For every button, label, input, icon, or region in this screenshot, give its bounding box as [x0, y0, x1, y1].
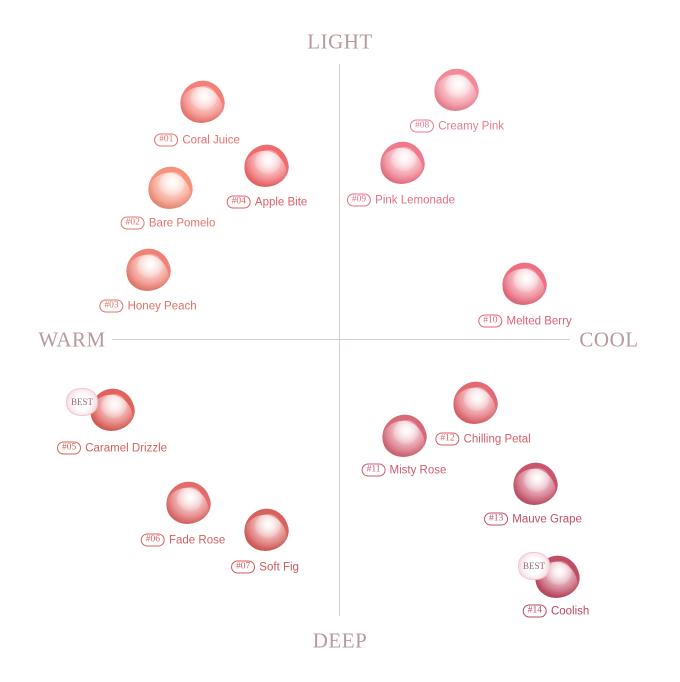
swatch-label: #03 Honey Peach	[99, 299, 197, 313]
shade-number: #03	[99, 299, 124, 313]
color-swatch	[496, 256, 552, 312]
color-swatch	[447, 375, 503, 431]
swatch-label: #06 Fade Rose	[140, 533, 226, 547]
color-swatch	[376, 408, 432, 464]
axis-label-deep: DEEP	[312, 628, 368, 653]
swatch-label: #12 Chilling Petal	[435, 432, 531, 446]
axis-label-light: LIGHT	[307, 29, 373, 54]
shade-number: #04	[226, 195, 251, 209]
axis-label-cool: COOL	[579, 327, 639, 352]
shade-name: Creamy Pink	[438, 120, 505, 132]
horizontal-axis-line	[112, 339, 570, 340]
shade-name: Fade Rose	[168, 534, 226, 546]
shade-name: Caramel Drizzle	[85, 442, 168, 454]
swatch-label: #07 Soft Fig	[231, 560, 299, 574]
swatch-label: #14 Coolish	[522, 604, 590, 618]
shade-number: #14	[522, 604, 547, 618]
swatch-label: #08 Creamy Pink	[409, 119, 505, 133]
color-swatch	[142, 160, 198, 216]
shade-name: Mauve Grape	[512, 513, 582, 525]
shade-name: Pink Lemonade	[375, 194, 456, 206]
shade-number: #07	[231, 560, 256, 574]
color-swatch	[238, 502, 294, 558]
shade-number: #10	[478, 314, 503, 328]
shade-number: #02	[120, 216, 145, 230]
swatch-label: #10 Melted Berry	[478, 314, 572, 328]
shade-number: #11	[361, 463, 386, 477]
shade-name: Misty Rose	[389, 464, 447, 476]
color-swatch	[120, 242, 176, 298]
swatch-label: #11 Misty Rose	[361, 463, 447, 477]
shade-number: #13	[484, 512, 509, 526]
shade-name: Apple Bite	[254, 196, 308, 208]
color-swatch	[374, 135, 430, 191]
color-swatch	[428, 62, 484, 118]
shade-number: #05	[56, 441, 82, 455]
best-badge: BEST	[66, 388, 98, 416]
vertical-axis-line	[339, 64, 340, 616]
shade-name: Bare Pomelo	[148, 217, 216, 229]
axis-label-warm: WARM	[38, 327, 106, 352]
shade-name: Melted Berry	[506, 315, 572, 327]
best-badge: BEST	[518, 552, 550, 580]
shade-number: #01	[154, 133, 179, 147]
shade-name: Soft Fig	[259, 561, 299, 573]
color-swatch	[507, 456, 563, 512]
swatch-label: #05 Caramel Drizzle	[56, 441, 168, 455]
shade-number: #08	[409, 119, 435, 133]
color-swatch	[160, 475, 216, 531]
color-swatch	[174, 74, 230, 130]
shade-name: Honey Peach	[127, 300, 197, 312]
swatch-label: #13 Mauve Grape	[484, 512, 582, 526]
shade-name: Chilling Petal	[463, 433, 531, 445]
swatch-label: #09 Pink Lemonade	[346, 193, 456, 207]
swatch-label: #04 Apple Bite	[226, 195, 308, 209]
shade-name: Coral Juice	[182, 134, 240, 146]
shade-number: #06	[140, 533, 165, 547]
swatch-label: #02 Bare Pomelo	[120, 216, 216, 230]
color-swatch	[238, 138, 294, 194]
shade-name: Coolish	[550, 605, 590, 617]
swatch-label: #01 Coral Juice	[154, 133, 240, 147]
shade-number: #09	[346, 193, 372, 207]
shade-number: #12	[435, 432, 460, 446]
